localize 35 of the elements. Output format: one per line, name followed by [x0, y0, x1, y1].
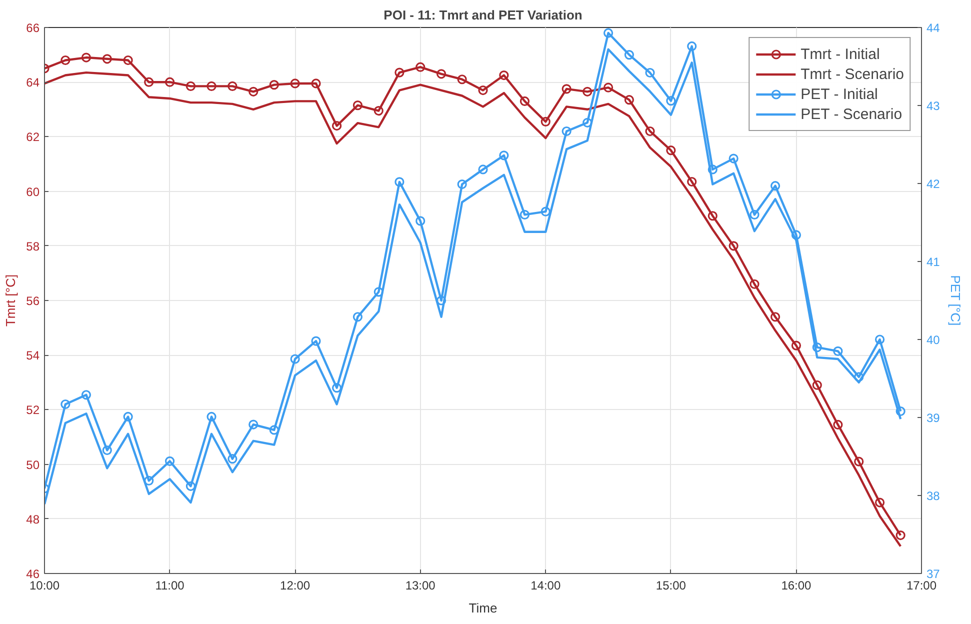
legend-label: PET - Initial — [800, 86, 878, 102]
x-tick-label: 14:00 — [530, 578, 561, 592]
y2-tick-label: 39 — [926, 411, 940, 425]
y-tick-label: 52 — [26, 403, 40, 418]
y2-axis-title: PET [°C] — [948, 275, 963, 326]
y-tick-label: 64 — [26, 76, 40, 90]
chart-title: POI - 11: Tmrt and PET Variation — [384, 8, 582, 22]
legend-label: Tmrt - Scenario — [800, 66, 904, 82]
legend-label: PET - Scenario — [800, 106, 902, 122]
legend-label: Tmrt - Initial — [800, 46, 880, 62]
y2-tick-label: 37 — [926, 567, 940, 581]
x-tick-label: 10:00 — [29, 578, 60, 592]
x-tick-label: 15:00 — [656, 578, 686, 592]
x-tick-label: 16:00 — [781, 578, 812, 592]
y2-tick-label: 40 — [926, 333, 940, 347]
y2-tick-label: 43 — [926, 99, 940, 113]
y-tick-label: 50 — [26, 458, 40, 472]
y2-tick-label: 41 — [926, 255, 940, 269]
y-tick-label: 58 — [26, 239, 40, 254]
x-tick-label: 17:00 — [906, 578, 937, 592]
y2-tick-label: 38 — [926, 489, 940, 503]
x-tick-label: 13:00 — [405, 578, 436, 592]
y-tick-label: 46 — [26, 567, 40, 581]
y2-tick-label: 42 — [926, 177, 940, 191]
y-tick-label: 62 — [26, 130, 40, 144]
y-tick-label: 66 — [26, 21, 40, 35]
y-tick-label: 54 — [26, 348, 40, 363]
x-tick-label: 12:00 — [280, 578, 310, 592]
y-tick-label: 56 — [26, 294, 40, 308]
y-tick-label: 60 — [26, 184, 40, 199]
x-tick-label: 11:00 — [155, 578, 185, 592]
x-axis-title: Time — [468, 600, 498, 616]
y-tick-label: 48 — [26, 512, 40, 526]
y-axis-title: Tmrt [°C] — [3, 274, 18, 327]
y2-tick-label: 44 — [926, 21, 940, 35]
